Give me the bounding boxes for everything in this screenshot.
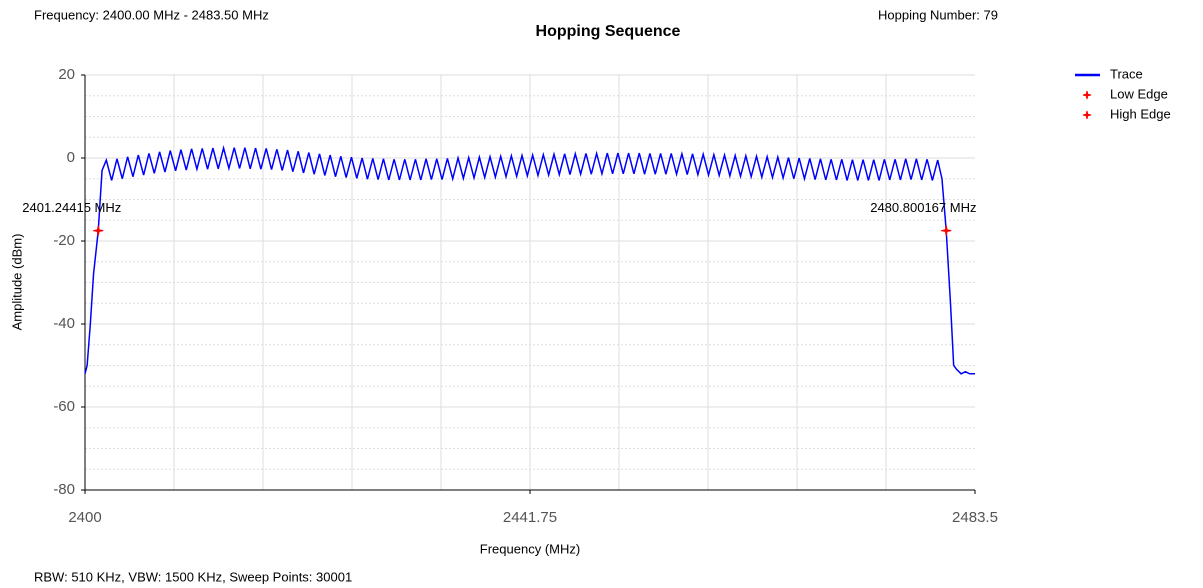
legend-label: Trace <box>1110 66 1143 81</box>
x-tick-label: 2483.5 <box>952 509 998 526</box>
edge-marker <box>941 225 952 236</box>
y-tick-label: -80 <box>53 481 75 498</box>
x-axis-label: Frequency (MHz) <box>480 541 580 556</box>
x-tick-label: 2400 <box>68 509 101 526</box>
x-tick-label: 2441.75 <box>503 509 557 526</box>
footer: RBW: 510 KHz, VBW: 1500 KHz, Sweep Point… <box>34 569 352 584</box>
marker-label: 2480.800167 MHz <box>870 200 976 215</box>
marker-label: 2401.24415 MHz <box>22 200 121 215</box>
y-tick-label: 20 <box>58 66 75 83</box>
header-right: Hopping Number: 79 <box>878 7 998 22</box>
y-axis-label: Amplitude (dBm) <box>9 234 24 331</box>
legend-label: Low Edge <box>1110 86 1168 101</box>
y-tick-label: -60 <box>53 398 75 415</box>
edge-marker <box>93 225 104 236</box>
y-tick-label: -20 <box>53 232 75 249</box>
legend-swatch <box>1082 90 1092 100</box>
header-left: Frequency: 2400.00 MHz - 2483.50 MHz <box>34 7 269 22</box>
legend-swatch <box>1082 110 1092 120</box>
trace-line <box>84 145 975 375</box>
y-tick-label: -40 <box>53 315 75 332</box>
legend-label: High Edge <box>1110 106 1171 121</box>
y-tick-label: 0 <box>67 149 75 166</box>
chart-title: Hopping Sequence <box>536 23 681 40</box>
